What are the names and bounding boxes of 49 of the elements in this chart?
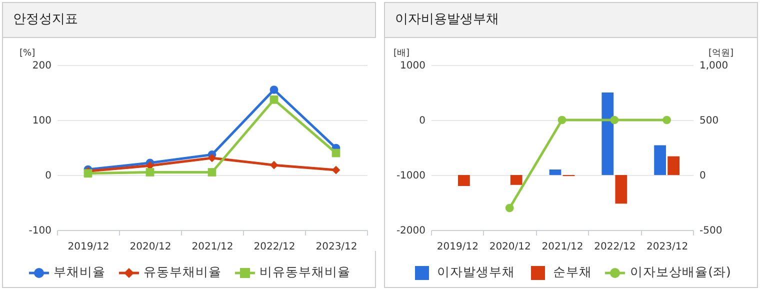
y2-tick-label: -500 [700,226,722,236]
x-tick-label: 2022/12 [594,242,636,252]
y2-axis-title: [억원] [708,48,734,58]
x-tick-label: 2022/12 [254,242,296,252]
y-tick-label: -1000 [396,170,426,182]
x-tick-label: 2023/12 [316,242,358,252]
point [270,95,278,104]
bar [549,170,562,175]
x-tick-label: 2019/12 [68,242,110,252]
y2-tick-label: 500 [700,116,719,126]
bar [458,175,470,186]
bar [654,145,666,175]
y2-tick-label: 1,000 [700,60,728,72]
x-tick-label: 2020/12 [130,242,172,252]
point [332,148,340,158]
y-tick-label: 100 [32,116,52,126]
y-tick-label: -2000 [396,226,426,236]
legend-label: 비유동부채비율 [260,264,350,281]
x-tick-label: 2021/12 [542,242,584,252]
point [270,160,278,170]
chart-title: 이자비용발생부채 [385,3,757,38]
y-tick-label: 0 [419,116,426,126]
x-tick-label: 2021/12 [192,242,234,252]
x-tick-label: 2019/12 [436,242,478,252]
point [84,169,92,178]
y-tick-label: -100 [28,226,52,236]
point [208,154,216,162]
y-axis-title: [배] [394,48,410,58]
bar [668,156,680,175]
point [146,168,154,176]
y-tick-label: 1000 [400,60,426,72]
x-tick-label: 2020/12 [489,242,531,252]
x-tick-label: 2023/12 [646,242,688,252]
bar [510,175,522,185]
y-tick-label: 200 [32,60,52,72]
point [270,86,278,94]
point [332,166,340,174]
bar [615,175,628,204]
legend-label: 유동부채비율 [144,264,222,281]
y2-tick-label: 0 [700,170,706,182]
legend-label: 부채비율 [54,264,106,281]
y-tick-label: 0 [45,170,52,182]
legend-label: 이자보상배율(좌) [630,264,731,281]
y-axis-title: [%] [20,48,36,58]
bar [602,92,614,175]
legend-label: 이자발생부채 [437,264,516,281]
legend-label: 순부채 [553,264,592,281]
chart-title: 안정성지표 [3,3,375,38]
point [208,168,216,176]
